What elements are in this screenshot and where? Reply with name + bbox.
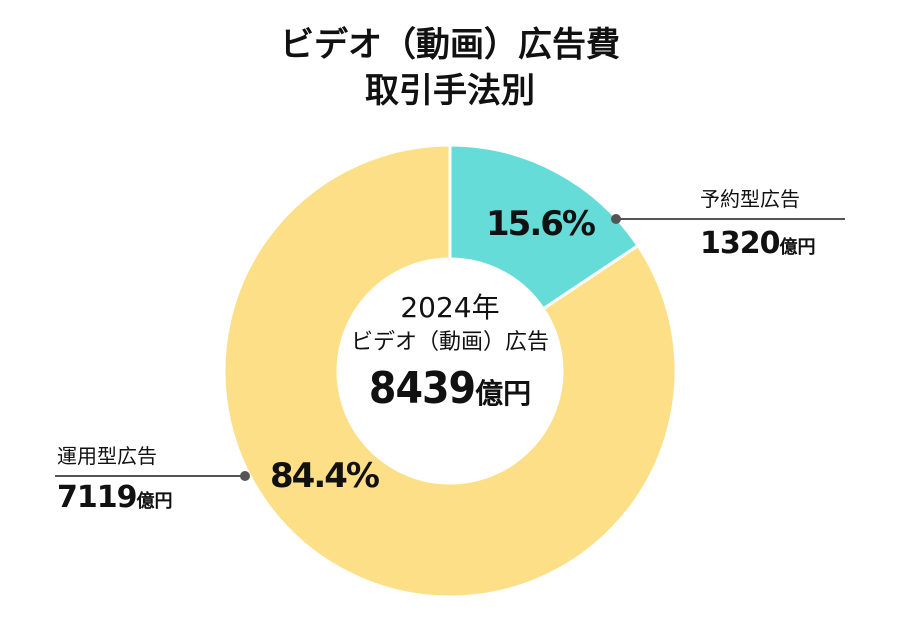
reserved-value-unit: 億円 [779, 237, 816, 258]
reserved-leader-dot [611, 214, 621, 224]
donut-slices [222, 143, 678, 599]
programmatic-slice [222, 143, 678, 599]
reserved-name-label: 予約型広告 [700, 187, 800, 211]
chart-title: ビデオ（動画）広告費 取引手法別 [0, 22, 900, 114]
donut-center: 2024年 ビデオ（動画）広告 8439億円 [300, 290, 600, 423]
center-total-unit: 億円 [475, 377, 532, 410]
chart-title-line2: 取引手法別 [365, 71, 535, 111]
programmatic-percent-label: 84.4% [270, 456, 380, 496]
chart-title-line1: ビデオ（動画）広告費 [280, 25, 620, 65]
center-label: ビデオ（動画）広告 [350, 330, 549, 355]
reserved-value: 1320億円 [700, 226, 816, 261]
center-total: 8439億円 [300, 364, 600, 423]
programmatic-leader-dot [240, 471, 250, 481]
center-year: 2024年 [400, 291, 500, 324]
leader-lines [55, 214, 845, 481]
programmatic-value: 7119億円 [57, 480, 173, 515]
programmatic-value-number: 7119 [57, 480, 137, 515]
reserved-percent-label: 15.6% [486, 204, 596, 244]
reserved-slice [448, 143, 641, 311]
programmatic-value-unit: 億円 [136, 491, 173, 512]
programmatic-name-label: 運用型広告 [57, 444, 157, 468]
reserved-value-number: 1320 [700, 226, 780, 261]
center-total-value: 8439 [368, 363, 476, 414]
